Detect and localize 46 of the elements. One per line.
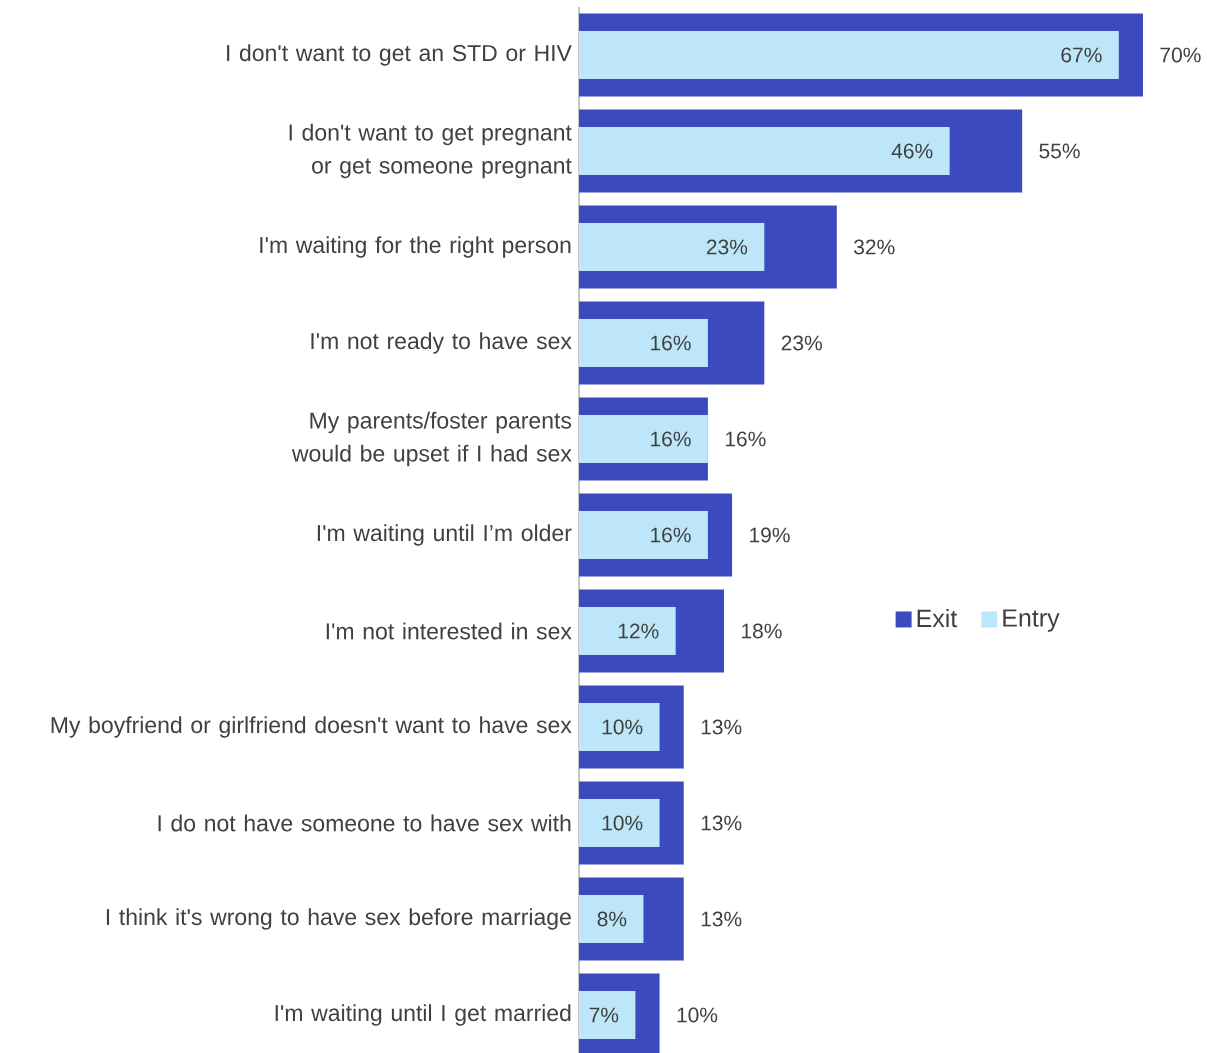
legend-label: Exit <box>917 608 958 628</box>
data-label: 32% <box>854 239 895 255</box>
bar <box>578 318 708 367</box>
data-label: 13% <box>701 719 742 735</box>
y-tick-label: My boyfriend or girlfriend doesn't want to have sex <box>51 716 572 738</box>
bar <box>578 127 950 175</box>
bar <box>578 414 708 463</box>
data-label: 67% <box>1061 47 1102 63</box>
y-tick-label: I think it's wrong to have sex before marriage <box>106 908 571 930</box>
data-label: 16% <box>651 527 691 543</box>
data-label: 55% <box>1039 143 1080 159</box>
data-label: 12% <box>618 623 659 639</box>
y-tick-label: I don't want to get pregnant or get someone pregnant <box>289 123 572 179</box>
data-label: 13% <box>701 911 742 927</box>
data-label: 19% <box>750 527 790 543</box>
y-tick-label: I'm not ready to have sex <box>311 332 572 354</box>
data-label: 7% <box>589 1007 619 1023</box>
data-label: 18% <box>742 623 782 639</box>
data-label: 10% <box>602 815 643 831</box>
y-tick-label: I'm waiting until I get married <box>275 1004 571 1026</box>
bar <box>578 511 708 559</box>
data-label: 23% <box>706 239 748 255</box>
data-label: 46% <box>891 143 933 159</box>
y-tick-label: I'm waiting for the right person <box>260 236 571 258</box>
data-label: 16% <box>651 335 691 351</box>
data-label: 16% <box>725 431 766 447</box>
bar <box>578 894 644 943</box>
data-label: 8% <box>597 911 627 927</box>
data-label: 16% <box>651 431 691 447</box>
bar <box>578 798 660 847</box>
data-label: 23% <box>781 335 822 351</box>
y-tick-label: I'm not interested in sex <box>326 622 572 640</box>
data-label: 10% <box>602 719 643 735</box>
y-tick-label: My parents/foster parents would be upset if I had sex <box>291 411 572 467</box>
data-label: 70% <box>1160 47 1201 63</box>
bar <box>578 991 636 1039</box>
bar <box>578 702 660 751</box>
data-label: 10% <box>677 1007 718 1023</box>
bar <box>578 223 765 271</box>
y-tick-label: I do not have someone to have sex with <box>158 814 571 832</box>
legend-label: Entry <box>1003 609 1060 632</box>
data-label: 13% <box>701 815 742 831</box>
bar <box>578 30 1119 79</box>
y-tick-label: I'm waiting until I’m older <box>317 524 572 546</box>
bar <box>578 607 676 655</box>
y-tick-label: I don't want to get an STD or HIV <box>227 44 572 66</box>
